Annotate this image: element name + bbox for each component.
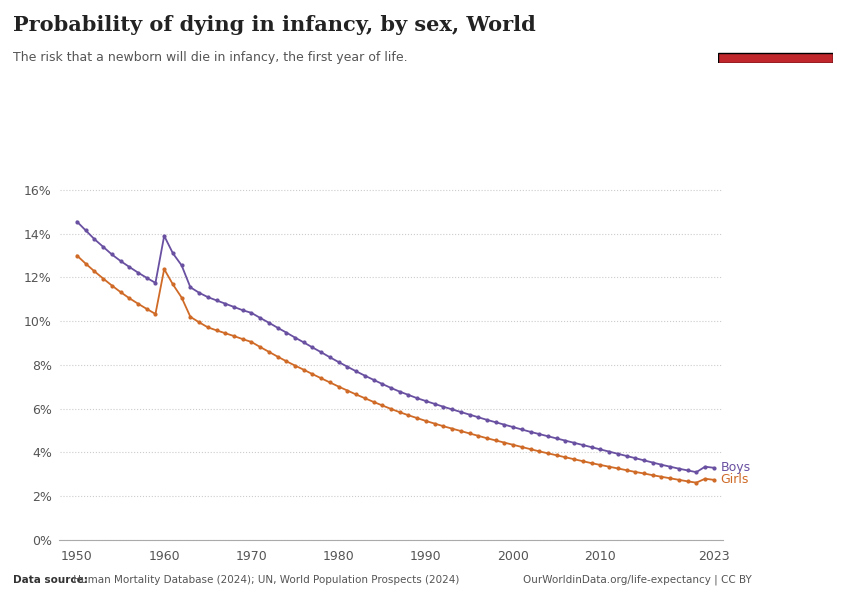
- Text: The risk that a newborn will die in infancy, the first year of life.: The risk that a newborn will die in infa…: [13, 51, 407, 64]
- Text: Probability of dying in infancy, by sex, World: Probability of dying in infancy, by sex,…: [13, 15, 536, 35]
- Text: Our World: Our World: [744, 19, 808, 29]
- Text: Girls: Girls: [721, 473, 749, 487]
- FancyBboxPatch shape: [718, 53, 833, 63]
- Text: in Data: in Data: [753, 34, 798, 44]
- Text: OurWorldinData.org/life-expectancy | CC BY: OurWorldinData.org/life-expectancy | CC …: [523, 575, 751, 585]
- Text: Human Mortality Database (2024); UN, World Population Prospects (2024): Human Mortality Database (2024); UN, Wor…: [70, 575, 459, 585]
- Text: Boys: Boys: [721, 461, 751, 474]
- Text: Data source:: Data source:: [13, 575, 88, 585]
